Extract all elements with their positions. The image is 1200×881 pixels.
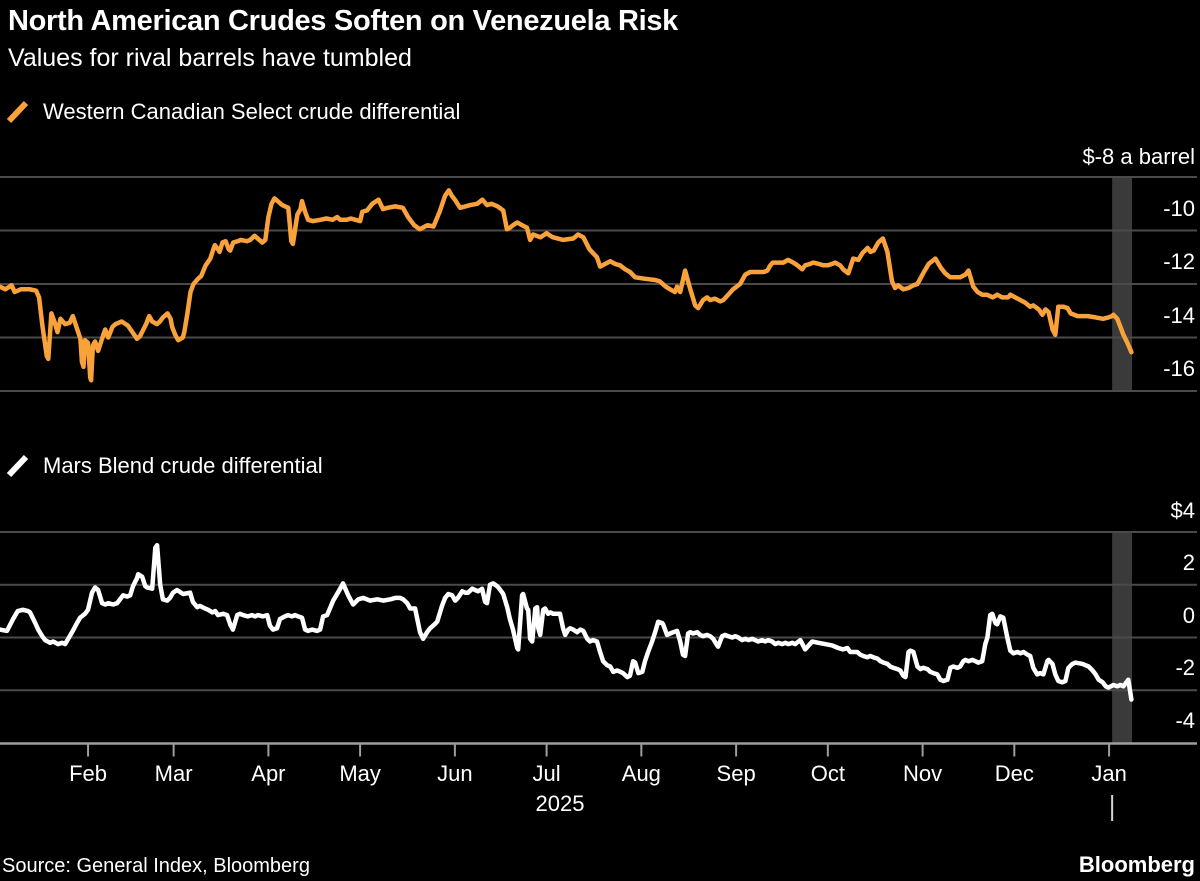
y-tick-label: -16 — [1163, 356, 1195, 381]
month-label: Apr — [251, 761, 286, 786]
y-tick-label: -14 — [1163, 302, 1195, 328]
y-tick-label: 0 — [1182, 602, 1195, 628]
month-label: Nov — [903, 761, 943, 786]
y-tick-label: -4 — [1175, 708, 1195, 733]
page-title: North American Crudes Soften on Venezuel… — [8, 5, 679, 37]
wcs-line — [0, 188, 1134, 383]
y-tick-label: -10 — [1163, 195, 1195, 221]
legend-wcs-label: Western Canadian Select crude differenti… — [43, 99, 461, 124]
mars-slash-icon — [6, 454, 29, 478]
year-label: 2025 — [535, 791, 585, 816]
bloomberg-logo: Bloomberg — [1078, 852, 1195, 877]
wcs-slash-icon — [6, 100, 29, 124]
legend-mars: Mars Blend crude differential — [6, 453, 323, 479]
month-label: Jul — [532, 761, 561, 786]
month-label: Oct — [810, 761, 845, 786]
month-label: Feb — [69, 761, 107, 786]
y-tick-label: -2 — [1175, 655, 1195, 681]
month-label: Aug — [621, 761, 661, 786]
month-label: Sep — [716, 761, 756, 786]
month-label: May — [339, 761, 381, 786]
month-label: Mar — [154, 761, 193, 786]
month-label: Dec — [994, 761, 1034, 786]
y-tick-label: 2 — [1182, 549, 1195, 575]
legend-mars-label: Mars Blend crude differential — [43, 453, 323, 478]
legend-wcs: Western Canadian Select crude differenti… — [6, 99, 460, 125]
month-label: Jun — [437, 761, 473, 786]
y-tick-label: -12 — [1163, 249, 1195, 274]
source-note: Source: General Index, Bloomberg — [2, 855, 310, 877]
top-axis-unit-label: $-8 a barrel — [1082, 144, 1195, 169]
chart-subtitle: Values for rival barrels have tumbled — [8, 44, 412, 72]
mars-line — [0, 542, 1134, 702]
bottom-axis-unit-label: $4 — [1170, 498, 1195, 523]
month-label: Jan — [1091, 761, 1127, 786]
